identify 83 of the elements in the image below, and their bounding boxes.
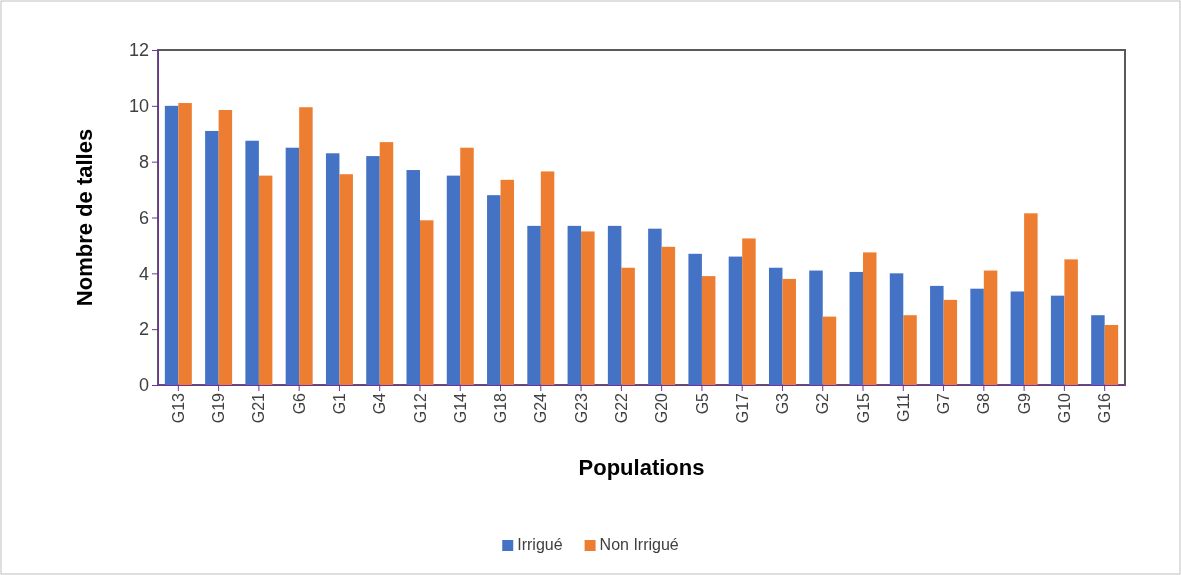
bar bbox=[299, 107, 313, 385]
bar bbox=[1010, 291, 1025, 385]
x-axis-title: Populations bbox=[578, 455, 705, 480]
bar bbox=[688, 253, 702, 385]
bar bbox=[1064, 259, 1078, 385]
bar bbox=[607, 225, 622, 385]
bar bbox=[1050, 295, 1065, 385]
bar bbox=[285, 147, 300, 385]
bar bbox=[218, 110, 233, 385]
bar bbox=[970, 288, 984, 385]
bar bbox=[849, 271, 864, 385]
y-tick-label: 12 bbox=[128, 40, 149, 61]
x-tick-label: G13 bbox=[169, 392, 187, 424]
y-tick-label: 0 bbox=[138, 375, 149, 396]
x-tick-label: G19 bbox=[210, 392, 228, 424]
bar bbox=[205, 130, 219, 385]
bar bbox=[446, 175, 461, 385]
y-tick-label: 10 bbox=[128, 96, 149, 117]
x-tick-label: G7 bbox=[935, 392, 953, 415]
bar bbox=[339, 174, 353, 385]
x-tick-label: G11 bbox=[894, 392, 912, 423]
y-tick-label: 8 bbox=[138, 151, 149, 172]
bar bbox=[621, 267, 635, 385]
bar bbox=[930, 285, 944, 385]
bar bbox=[500, 179, 515, 385]
bar bbox=[701, 276, 716, 385]
x-tick-label: G4 bbox=[371, 392, 389, 415]
x-tick-label: G1 bbox=[331, 392, 349, 415]
x-tick-label: G20 bbox=[653, 392, 671, 424]
x-tick-label: G24 bbox=[532, 392, 550, 424]
bar bbox=[419, 220, 434, 385]
x-tick-label: G2 bbox=[814, 392, 832, 415]
bar bbox=[983, 270, 998, 385]
x-tick-label: G14 bbox=[451, 392, 469, 424]
bar bbox=[943, 299, 958, 385]
x-tick-label: G10 bbox=[1055, 392, 1073, 424]
x-tick-label: G18 bbox=[492, 392, 510, 424]
x-tick-label: G21 bbox=[250, 392, 268, 424]
x-tick-label: G6 bbox=[290, 392, 308, 415]
bar bbox=[527, 225, 541, 385]
x-tick-label: G3 bbox=[774, 392, 792, 415]
bar bbox=[889, 273, 904, 385]
x-tick-label: G12 bbox=[411, 392, 429, 424]
x-tick-label: G9 bbox=[1015, 392, 1033, 415]
x-tick-label: G8 bbox=[975, 392, 993, 415]
bar bbox=[661, 246, 676, 385]
bar bbox=[782, 278, 796, 385]
bar bbox=[406, 170, 420, 385]
y-axis-title: Nombre de talles bbox=[72, 128, 97, 307]
bar bbox=[648, 228, 662, 385]
bar bbox=[540, 171, 555, 385]
bar bbox=[460, 147, 474, 385]
bar bbox=[742, 238, 756, 385]
bar bbox=[1104, 324, 1119, 385]
bar bbox=[1024, 213, 1038, 385]
x-tick-label: G15 bbox=[854, 392, 872, 424]
bar bbox=[567, 225, 582, 385]
bar bbox=[728, 256, 743, 385]
y-tick-label: 6 bbox=[138, 207, 149, 228]
x-tick-label: G5 bbox=[693, 392, 711, 415]
y-tick-label: 2 bbox=[138, 319, 149, 340]
y-tick-label: 4 bbox=[138, 263, 149, 284]
x-tick-label: G23 bbox=[572, 392, 590, 424]
bar bbox=[903, 315, 917, 385]
bar bbox=[178, 103, 192, 385]
bar bbox=[245, 140, 259, 385]
bar bbox=[768, 267, 783, 385]
bar bbox=[581, 231, 595, 385]
bar bbox=[366, 156, 380, 385]
x-tick-label: G17 bbox=[733, 392, 751, 424]
bar bbox=[809, 270, 823, 385]
bar bbox=[379, 142, 394, 385]
x-tick-label: G16 bbox=[1096, 392, 1114, 424]
bar bbox=[487, 195, 501, 385]
bar bbox=[1091, 315, 1105, 385]
legend-label: Irrigué bbox=[517, 536, 563, 553]
bar bbox=[325, 153, 340, 385]
bar bbox=[863, 252, 877, 385]
bar bbox=[822, 316, 837, 385]
legend-label: Non Irrigué bbox=[599, 536, 679, 553]
bar bbox=[164, 105, 179, 385]
x-tick-label: G22 bbox=[612, 392, 630, 424]
bar bbox=[258, 175, 273, 385]
